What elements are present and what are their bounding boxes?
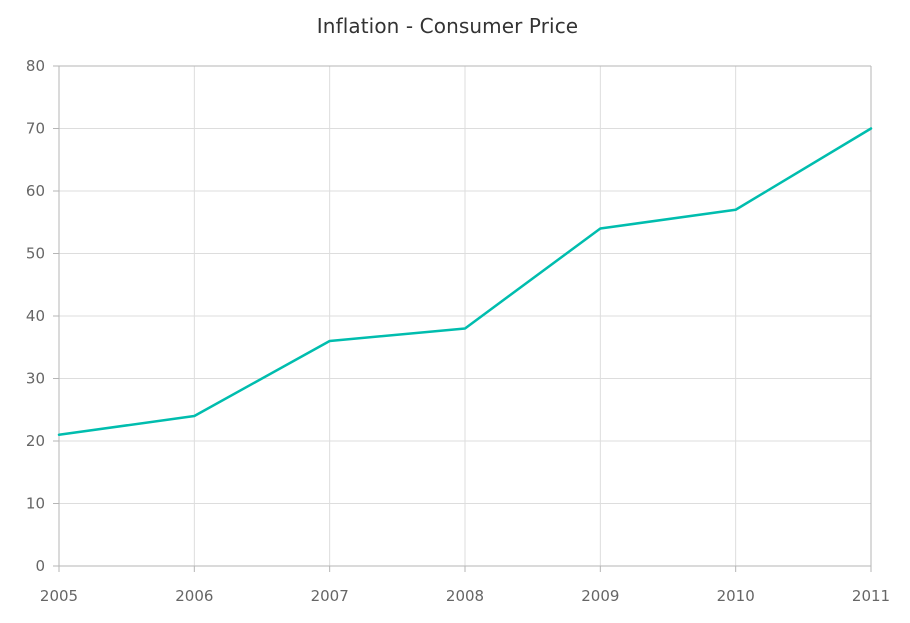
y-tick-label: 10 [26, 495, 45, 513]
tick-label-layer: 0 10 20 30 40 50 60 70 80 2005 2006 2007 2008 2009 201… [26, 57, 890, 605]
y-tick-label: 70 [26, 120, 45, 138]
y-tick-label: 0 [35, 557, 45, 575]
x-tick-label: 2007 [311, 587, 349, 605]
x-tick-label: 2009 [581, 587, 619, 605]
y-tick-label: 60 [26, 182, 45, 200]
x-tick-label: 2008 [446, 587, 484, 605]
series-layer [57, 127, 873, 436]
y-tick-label: 40 [26, 307, 45, 325]
y-tick-label: 20 [26, 432, 45, 450]
y-tick-label: 30 [26, 370, 45, 388]
axis-layer [53, 65, 872, 572]
x-tick-label: 2011 [852, 587, 890, 605]
chart-title: Inflation - Consumer Price [316, 14, 579, 38]
x-tick-label: 2010 [717, 587, 755, 605]
y-tick-label: 50 [26, 245, 45, 263]
grid-layer [59, 65, 871, 566]
y-tick-label: 80 [26, 57, 45, 75]
x-tick-label: 2006 [175, 587, 213, 605]
x-tick-label: 2005 [40, 587, 78, 605]
